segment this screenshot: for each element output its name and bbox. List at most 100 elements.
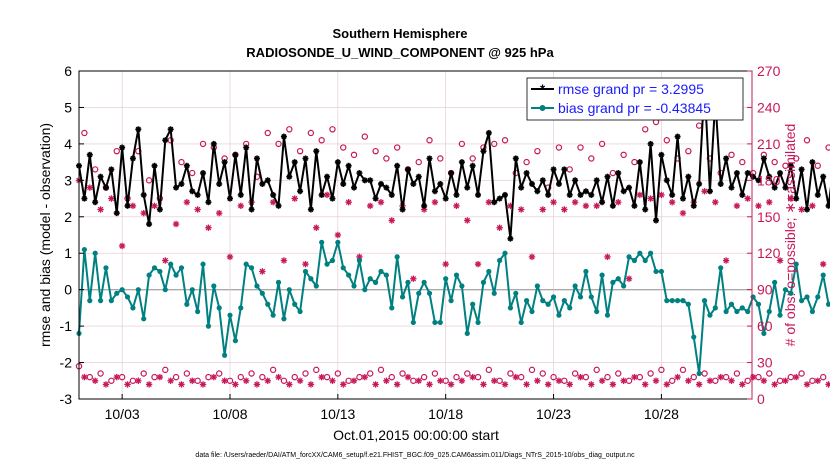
- rmse-point: [620, 188, 627, 195]
- obs-assimilated-point: [426, 381, 433, 388]
- y-right-tick-label: 180: [757, 172, 781, 188]
- obs-assimilated-point: [232, 381, 239, 388]
- bias-point: [227, 312, 233, 318]
- obs-assimilated-point: [642, 381, 649, 388]
- rmse-point: [243, 144, 250, 151]
- rmse-point: [226, 195, 233, 202]
- obs-possible-point: [361, 133, 369, 140]
- bias-point: [825, 301, 830, 307]
- rmse-point: [814, 191, 821, 198]
- bias-point: [195, 308, 201, 315]
- rmse-point: [631, 202, 638, 209]
- bias-point: [669, 298, 675, 304]
- bias-point: [815, 294, 821, 300]
- chart-subtitle: RADIOSONDE_U_WIND_COMPONENT @ 925 hPa: [246, 45, 554, 60]
- data-file-footer: data file: /Users/raeder/DAI/ATM_forcXX/…: [195, 452, 635, 459]
- obs-possible-point: [313, 366, 320, 374]
- obs-assimilated-point: [286, 381, 293, 388]
- rmse-point: [458, 159, 465, 166]
- rmse-point: [674, 133, 681, 140]
- obs-assimilated-point: [577, 373, 584, 381]
- bias-point: [631, 257, 638, 264]
- bias-point: [475, 319, 481, 326]
- y-tick-label: -2: [60, 355, 73, 371]
- obs-assimilated-point: [652, 377, 660, 384]
- bias-point: [389, 305, 395, 311]
- bias-point: [97, 298, 104, 304]
- obs-possible-point: [383, 155, 390, 162]
- bias-point: [755, 301, 762, 307]
- obs-possible-point: [561, 377, 568, 384]
- obs-assimilated-point: [205, 224, 212, 231]
- bias-point: [761, 330, 767, 336]
- obs-assimilated-point: [145, 381, 153, 388]
- obs-assimilated-point: [97, 206, 104, 213]
- obs-assimilated-point: [296, 377, 304, 384]
- bias-point: [162, 287, 168, 293]
- obs-assimilated-point: [91, 377, 99, 384]
- obs-assimilated-point: [307, 381, 315, 388]
- obs-assimilated-point: [442, 260, 449, 268]
- bias-point: [561, 298, 567, 304]
- bias-point: [297, 308, 303, 315]
- obs-assimilated-point: [604, 253, 611, 261]
- rmse-point: [609, 202, 616, 209]
- rmse-point: [135, 126, 142, 133]
- bias-point: [292, 301, 298, 307]
- obs-assimilated-point: [517, 206, 525, 213]
- rmse-point: [264, 177, 271, 184]
- obs-possible-point: [86, 373, 93, 381]
- bias-point: [777, 312, 783, 318]
- obs-assimilated-point: [464, 217, 471, 224]
- rmse-point: [437, 180, 444, 187]
- obs-possible-point: [593, 366, 600, 374]
- obs-assimilated-point: [798, 206, 805, 213]
- obs-assimilated-point: [787, 195, 795, 202]
- obs-assimilated-point: [334, 231, 342, 239]
- rmse-point: [318, 191, 325, 198]
- rmse-point: [108, 166, 115, 173]
- obs-possible-point: [113, 147, 120, 155]
- obs-possible-point: [237, 373, 244, 381]
- rmse-point: [232, 151, 239, 158]
- obs-assimilated-point: [393, 381, 401, 388]
- bias-point: [583, 268, 589, 275]
- y-tick-label: 1: [64, 245, 72, 261]
- obs-assimilated-point: [647, 195, 654, 202]
- rmse-point: [156, 206, 163, 213]
- obs-assimilated-point: [496, 224, 503, 231]
- obs-possible-point: [431, 370, 439, 377]
- obs-possible-point: [474, 373, 482, 381]
- obs-assimilated-point: [367, 202, 374, 210]
- obs-assimilated-point: [302, 260, 309, 268]
- obs-assimilated-point: [86, 184, 93, 191]
- x-tick-label: 10/23: [536, 406, 571, 422]
- bias-point: [556, 312, 562, 318]
- obs-possible-point: [162, 366, 169, 374]
- y-right-tick-label: 270: [757, 63, 781, 79]
- rmse-point: [782, 184, 789, 191]
- bias-point: [782, 287, 789, 293]
- obs-assimilated-point: [744, 195, 751, 202]
- obs-possible-point: [426, 137, 433, 144]
- obs-possible-point: [453, 373, 460, 381]
- obs-possible-point: [577, 144, 584, 151]
- rmse-point: [102, 184, 109, 191]
- bias-point: [734, 308, 740, 315]
- bias-point: [378, 268, 384, 275]
- bias-point: [513, 290, 519, 296]
- obs-assimilated-point: [221, 377, 228, 384]
- rmse-point: [97, 173, 104, 180]
- y-right-tick-label: 210: [757, 136, 781, 152]
- obs-assimilated-point: [803, 381, 811, 388]
- rmse-point: [760, 155, 767, 162]
- bias-point: [470, 301, 476, 307]
- obs-possible-point: [598, 140, 606, 148]
- bias-point: [372, 279, 379, 285]
- bias-point: [135, 287, 141, 293]
- rmse-point: [653, 217, 660, 224]
- bias-point: [572, 283, 578, 289]
- bias-point: [507, 305, 514, 311]
- rmse-point: [572, 177, 579, 184]
- obs-possible-point: [507, 370, 514, 377]
